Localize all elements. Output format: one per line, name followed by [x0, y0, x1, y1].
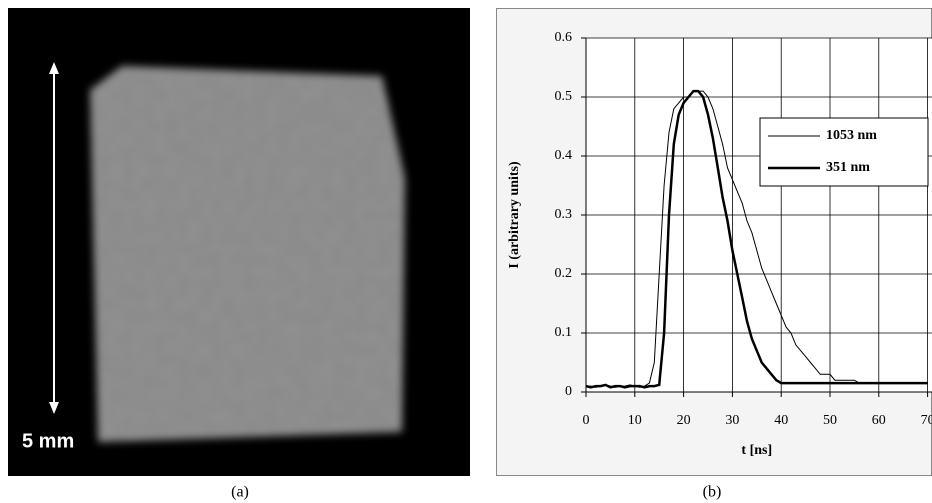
y-tick-label: 0.1 [555, 325, 573, 340]
x-tick-label: 40 [774, 413, 788, 428]
x-tick-label: 0 [583, 413, 590, 428]
x-tick-label: 20 [677, 413, 691, 428]
y-tick-label: 0.5 [555, 89, 573, 104]
y-axis-label: I (arbitrary units) [507, 161, 522, 269]
caption: (a) [231, 484, 249, 501]
x-tick-label: 50 [823, 413, 837, 428]
y-tick-label: 0 [565, 384, 572, 399]
arrow-head [49, 62, 59, 74]
scale-label: 5 mm [22, 430, 74, 452]
arrow-head [49, 402, 59, 414]
x-tick-label: 10 [628, 413, 642, 428]
sample-image [90, 66, 405, 442]
x-tick-label: 30 [725, 413, 739, 428]
x-axis-label: t [ns] [741, 443, 772, 458]
y-tick-label: 0.3 [555, 207, 573, 222]
x-tick-label: 60 [872, 413, 886, 428]
caption: (b) [703, 484, 722, 501]
y-tick-label: 0.2 [555, 266, 573, 281]
legend-label: 351 nm [826, 160, 870, 175]
x-tick-label: 70 [921, 413, 932, 428]
y-tick-label: 0.6 [555, 30, 573, 45]
line-series [585, 89, 928, 389]
y-tick-label: 0.4 [555, 148, 573, 163]
legend-box [759, 117, 929, 187]
legend-label: 1053 nm [826, 128, 877, 143]
